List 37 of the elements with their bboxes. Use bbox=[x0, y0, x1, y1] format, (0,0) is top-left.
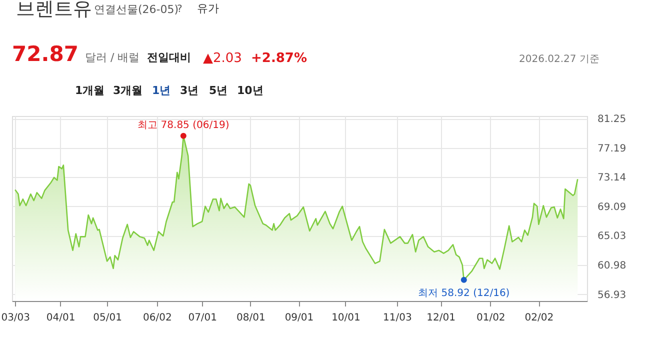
text: 전일대비 bbox=[147, 51, 191, 64]
text: 유가 bbox=[197, 2, 219, 15]
x-tick-label: 09/01 bbox=[284, 312, 314, 324]
x-tick-label: 03/03 bbox=[1, 312, 30, 324]
text: 달러 / 배럴 bbox=[85, 51, 140, 64]
x-tick-label: 04/01 bbox=[46, 312, 76, 324]
x-tick-label: 01/02 bbox=[476, 312, 506, 324]
text: 1년 bbox=[152, 84, 171, 97]
text: 10년 bbox=[237, 84, 264, 97]
x-tick-label: 11/03 bbox=[382, 312, 412, 324]
text: 3년 bbox=[180, 84, 199, 97]
text: 2026.02.27 기준 bbox=[519, 54, 600, 65]
text: 1개월 bbox=[75, 84, 105, 97]
text: +2.87% bbox=[251, 51, 307, 66]
text: 5년 bbox=[209, 84, 228, 97]
y-tick-label: 73.14 bbox=[598, 172, 626, 184]
y-tick-label: 60.98 bbox=[598, 260, 626, 272]
x-tick-label: 02/02 bbox=[524, 312, 554, 324]
x-tick-label: 10/01 bbox=[332, 312, 360, 324]
y-tick-label: 81.25 bbox=[598, 114, 626, 126]
chart-title: 브렌트유 bbox=[16, 0, 92, 20]
text: 3개월 bbox=[113, 84, 143, 97]
x-tick-label: 06/02 bbox=[143, 312, 172, 324]
x-tick-label: 08/01 bbox=[236, 312, 266, 324]
x-tick-label: 05/01 bbox=[93, 312, 122, 324]
text: 72.87 bbox=[12, 42, 78, 66]
y-tick-label: 69.09 bbox=[598, 202, 626, 213]
text: ▲2.03 bbox=[203, 51, 242, 66]
x-tick-label: 07/01 bbox=[188, 312, 218, 324]
chart-subtitle: 연결선물(26-05) bbox=[94, 3, 179, 16]
y-tick-label: 77.19 bbox=[598, 143, 626, 154]
x-tick-label: 12/01 bbox=[426, 312, 456, 324]
text: ? bbox=[177, 4, 182, 15]
y-tick-label: 65.03 bbox=[598, 231, 626, 242]
annotation: 최고 78.85 (06/19) bbox=[138, 120, 230, 131]
annotation: 최저 58.92 (12/16) bbox=[418, 288, 510, 299]
y-tick-label: 56.93 bbox=[598, 290, 626, 301]
